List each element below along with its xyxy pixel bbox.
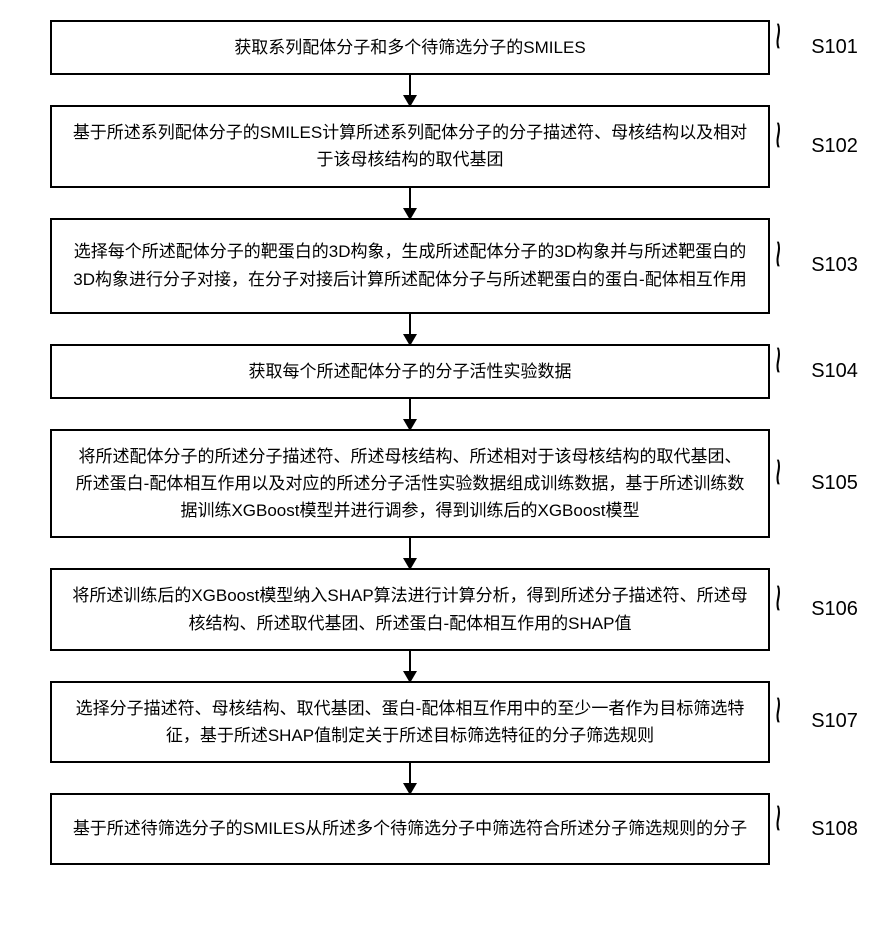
step-label-s103: ~S103 xyxy=(782,254,858,277)
step-row-4: 获取每个所述配体分子的分子活性实验数据 ~S104 xyxy=(0,344,879,399)
step-box-s106: 将所述训练后的XGBoost模型纳入SHAP算法进行计算分析，得到所述分子描述符… xyxy=(50,568,770,650)
step-text: 选择每个所述配体分子的靶蛋白的3D构象，生成所述配体分子的3D构象并与所述靶蛋白… xyxy=(72,238,748,292)
flowchart-container: 获取系列配体分子和多个待筛选分子的SMILES ~S101 基于所述系列配体分子… xyxy=(0,20,879,865)
step-id: S104 xyxy=(811,360,858,382)
arrow-1 xyxy=(0,75,820,105)
step-row-2: 基于所述系列配体分子的SMILES计算所述系列配体分子的分子描述符、母核结构以及… xyxy=(0,105,879,187)
step-label-s104: ~S104 xyxy=(782,360,858,383)
step-label-s107: ~S107 xyxy=(782,710,858,733)
step-row-5: 将所述配体分子的所述分子描述符、所述母核结构、所述相对于该母核结构的取代基团、所… xyxy=(0,429,879,539)
step-row-7: 选择分子描述符、母核结构、取代基团、蛋白-配体相互作用中的至少一者作为目标筛选特… xyxy=(0,681,879,763)
step-box-s104: 获取每个所述配体分子的分子活性实验数据 xyxy=(50,344,770,399)
step-label-s101: ~S101 xyxy=(782,36,858,59)
step-text: 选择分子描述符、母核结构、取代基团、蛋白-配体相互作用中的至少一者作为目标筛选特… xyxy=(72,695,748,749)
step-row-8: 基于所述待筛选分子的SMILES从所述多个待筛选分子中筛选符合所述分子筛选规则的… xyxy=(0,793,879,865)
step-text: 基于所述系列配体分子的SMILES计算所述系列配体分子的分子描述符、母核结构以及… xyxy=(72,119,748,173)
arrow-5 xyxy=(0,538,820,568)
step-id: S102 xyxy=(811,135,858,157)
step-id: S107 xyxy=(811,710,858,732)
step-id: S108 xyxy=(811,818,858,840)
step-box-s107: 选择分子描述符、母核结构、取代基团、蛋白-配体相互作用中的至少一者作为目标筛选特… xyxy=(50,681,770,763)
step-box-s105: 将所述配体分子的所述分子描述符、所述母核结构、所述相对于该母核结构的取代基团、所… xyxy=(50,429,770,539)
step-label-s108: ~S108 xyxy=(782,818,858,841)
step-box-s103: 选择每个所述配体分子的靶蛋白的3D构象，生成所述配体分子的3D构象并与所述靶蛋白… xyxy=(50,218,770,314)
step-box-s101: 获取系列配体分子和多个待筛选分子的SMILES xyxy=(50,20,770,75)
arrow-6 xyxy=(0,651,820,681)
step-id: S105 xyxy=(811,472,858,494)
step-row-1: 获取系列配体分子和多个待筛选分子的SMILES ~S101 xyxy=(0,20,879,75)
step-id: S103 xyxy=(811,254,858,276)
step-row-6: 将所述训练后的XGBoost模型纳入SHAP算法进行计算分析，得到所述分子描述符… xyxy=(0,568,879,650)
step-text: 获取每个所述配体分子的分子活性实验数据 xyxy=(249,358,572,385)
step-id: S106 xyxy=(811,598,858,620)
arrow-4 xyxy=(0,399,820,429)
arrow-2 xyxy=(0,188,820,218)
arrow-7 xyxy=(0,763,820,793)
step-text: 将所述训练后的XGBoost模型纳入SHAP算法进行计算分析，得到所述分子描述符… xyxy=(72,582,748,636)
step-label-s105: ~S105 xyxy=(782,472,858,495)
step-label-s106: ~S106 xyxy=(782,598,858,621)
step-label-s102: ~S102 xyxy=(782,135,858,158)
step-id: S101 xyxy=(811,36,858,58)
step-box-s108: 基于所述待筛选分子的SMILES从所述多个待筛选分子中筛选符合所述分子筛选规则的… xyxy=(50,793,770,865)
step-box-s102: 基于所述系列配体分子的SMILES计算所述系列配体分子的分子描述符、母核结构以及… xyxy=(50,105,770,187)
arrow-3 xyxy=(0,314,820,344)
step-row-3: 选择每个所述配体分子的靶蛋白的3D构象，生成所述配体分子的3D构象并与所述靶蛋白… xyxy=(0,218,879,314)
step-text: 获取系列配体分子和多个待筛选分子的SMILES xyxy=(234,34,585,61)
step-text: 将所述配体分子的所述分子描述符、所述母核结构、所述相对于该母核结构的取代基团、所… xyxy=(72,443,748,525)
step-text: 基于所述待筛选分子的SMILES从所述多个待筛选分子中筛选符合所述分子筛选规则的… xyxy=(73,815,747,842)
